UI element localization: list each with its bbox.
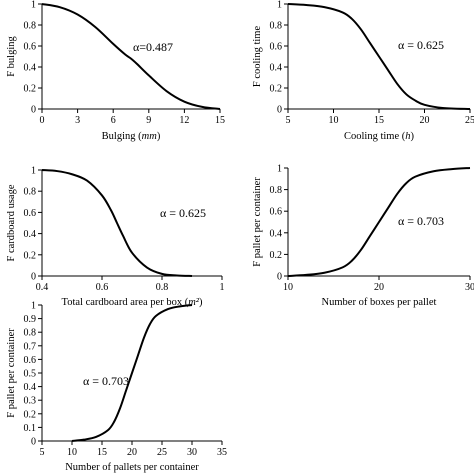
x-tick-label: 20: [127, 447, 137, 458]
y-tick-label: 0.8: [270, 21, 283, 32]
x-tick-label: 1: [220, 282, 225, 293]
alpha-annotation: α=0.487: [133, 40, 173, 54]
x-tick-label: 15: [215, 115, 225, 126]
y-tick-label: 0.6: [270, 42, 283, 53]
x-tick-label: 3: [75, 115, 80, 126]
series-line-0: [287, 3, 471, 110]
x-tick-label: 20: [420, 115, 430, 126]
x-axis-label-text: Bulging (: [102, 131, 142, 142]
y-tick-label: 0.6: [24, 42, 37, 53]
alpha-annotation: α = 0.625: [160, 206, 206, 220]
y-tick-label: 0.6: [24, 208, 37, 219]
alpha-annotation: α = 0.703: [83, 374, 129, 388]
y-axis-label: F pallet per container: [6, 328, 17, 418]
y-tick-label: 0.2: [24, 409, 37, 420]
x-axis-label: Total cardboard area per box (m²): [62, 297, 203, 308]
x-tick-label: 15: [374, 115, 384, 126]
x-tick-label: 5: [40, 447, 45, 458]
x-axis-label-text: Cooling time (: [344, 131, 406, 142]
x-tick-label: 20: [374, 282, 384, 293]
y-tick-label: 1: [277, 0, 282, 11]
y-tick-label: 0.4: [270, 63, 283, 74]
x-tick-label: 12: [179, 115, 189, 126]
y-tick-label: 1: [31, 0, 36, 11]
y-tick-label: 0: [31, 272, 36, 283]
x-tick-label: 30: [187, 447, 197, 458]
y-tick-label: 0: [277, 272, 282, 283]
alpha-annotation: α = 0.625: [398, 38, 444, 52]
x-axis-label-text: Total cardboard area per box (: [62, 297, 189, 308]
y-tick-label: 0.4: [24, 229, 37, 240]
y-tick-label: 1: [31, 301, 36, 312]
x-tick-label: 15: [97, 447, 107, 458]
x-tick-label: 30: [465, 282, 474, 293]
x-tick-label: 25: [465, 115, 474, 126]
y-tick-label: 0.6: [270, 207, 283, 218]
x-tick-label: 0: [40, 115, 45, 126]
x-tick-label: 0.8: [156, 282, 169, 293]
y-tick-label: 0.9: [24, 314, 37, 325]
y-tick-label: 0.8: [24, 21, 37, 32]
y-axis-label: F bulging: [6, 35, 17, 76]
y-tick-label: 0.6: [24, 355, 37, 366]
y-tick-label: 0.3: [24, 396, 37, 407]
y-tick-label: 0.5: [24, 369, 37, 380]
chart-cooling: 5 10 15 20 25 0 0.2 0.4 0.6 0.8 1 Cooling time (h) F…: [252, 0, 474, 142]
x-tick-label: 0.4: [36, 282, 49, 293]
y-tick-label: 0: [277, 105, 282, 116]
x-axis-label: Number of boxes per pallet: [322, 297, 437, 308]
y-tick-label: 0.7: [24, 341, 37, 352]
y-tick-label: 0.4: [270, 228, 283, 239]
x-tick-label: 35: [217, 447, 227, 458]
x-axis-label-close: ): [157, 131, 161, 142]
y-tick-label: 1: [277, 164, 282, 175]
x-tick-label: 10: [67, 447, 77, 458]
series-line-0: [287, 167, 471, 277]
y-tick-label: 0.2: [270, 84, 283, 95]
x-tick-label: 0.6: [96, 282, 109, 293]
y-tick-label: 0.2: [24, 250, 37, 261]
y-tick-label: 0.8: [24, 328, 37, 339]
x-axis-label-unit: m²: [188, 297, 200, 308]
y-axis-label: F cooling time: [252, 26, 263, 88]
y-tick-label: 0.2: [24, 84, 37, 95]
series-line-0: [41, 169, 193, 277]
series-line-0: [41, 3, 221, 110]
y-tick-label: 0.4: [24, 382, 37, 393]
y-tick-label: 0.8: [270, 185, 283, 196]
x-tick-label: 6: [111, 115, 116, 126]
x-axis-label: Bulging (mm): [102, 131, 161, 142]
x-axis-label: Cooling time (h): [344, 131, 415, 142]
alpha-annotation: α = 0.703: [398, 214, 444, 228]
x-tick-label: 10: [283, 282, 293, 293]
x-tick-label: 10: [329, 115, 339, 126]
y-tick-label: 0.8: [24, 187, 37, 198]
chart-pallets: 5 10 15 20 25 30 35 0 0.1 0.2 0.3 0.4 0.5 0.6 0.7 0.8 0.…: [6, 301, 227, 474]
y-tick-label: 0.4: [24, 63, 37, 74]
x-axis-label-close: ): [411, 131, 415, 142]
y-axis-label: F pallet per container: [252, 177, 263, 267]
x-axis-label: Number of pallets per container: [65, 462, 199, 473]
y-tick-label: 1: [31, 166, 36, 177]
x-axis-label-close: ): [199, 297, 203, 308]
y-tick-label: 0.2: [270, 250, 283, 261]
x-tick-label: 9: [146, 115, 151, 126]
chart-boxes: 10 20 30 0 0.2 0.4 0.6 0.8 1 Number of boxes per …: [252, 164, 474, 309]
y-tick-label: 0: [31, 437, 36, 448]
x-tick-label: 5: [286, 115, 291, 126]
y-tick-label: 0.1: [24, 423, 37, 434]
y-axis-label: F cardboard usage: [6, 184, 17, 261]
chart-bulging: 0 3 6 9 12 15 0 0.2 0.4 0.6 0.8 1 Bulging (mm) F bulg…: [6, 0, 225, 142]
x-tick-label: 25: [157, 447, 167, 458]
chart-cardboard: 0.4 0.6 0.8 1 0 0.2 0.4 0.6 0.8 1 Total cardboard …: [6, 166, 225, 309]
x-axis-label-unit: mm: [142, 131, 158, 142]
x-axis-label-unit: h: [405, 131, 410, 142]
series-line-0: [71, 304, 193, 442]
y-tick-label: 0: [31, 105, 36, 116]
